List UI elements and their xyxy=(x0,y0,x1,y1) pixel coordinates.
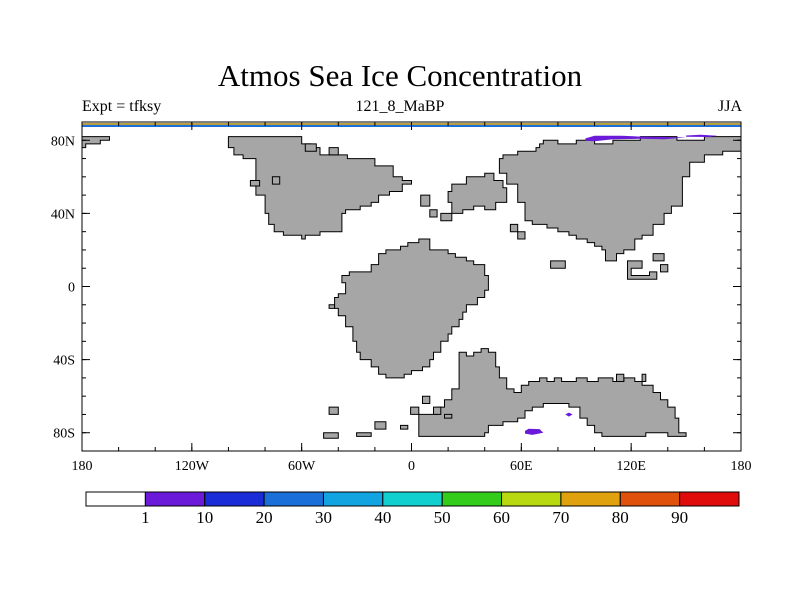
land-mass-1 xyxy=(227,136,412,240)
land-mass-0 xyxy=(82,136,110,149)
land-mass-9 xyxy=(440,212,453,222)
colorbar-box xyxy=(560,491,621,507)
colorbar-box xyxy=(204,491,265,507)
land-mass-19 xyxy=(400,424,409,430)
colorbar-box xyxy=(382,491,443,507)
land-mass-11 xyxy=(509,223,526,240)
land-mass-2 xyxy=(249,180,261,187)
land-mass-29 xyxy=(422,395,431,404)
land-mass-17 xyxy=(323,432,339,439)
colorbar-label: 70 xyxy=(552,508,569,527)
colorbar-label: 10 xyxy=(196,508,213,527)
x-tick-label: 180 xyxy=(731,459,752,474)
land-mass-7 xyxy=(429,209,438,218)
land-mass-21 xyxy=(328,406,339,415)
colorbar-box xyxy=(441,491,503,507)
colorbar-box xyxy=(85,491,146,507)
land-mass-4 xyxy=(304,143,317,152)
sea-ice-patch-1 xyxy=(686,134,718,137)
colorbar-label: 50 xyxy=(434,508,451,527)
colorbar-box xyxy=(619,491,681,507)
season-label: JJA xyxy=(717,98,742,115)
colorbar-label: 60 xyxy=(493,508,510,527)
y-tick-label: 40S xyxy=(53,354,75,369)
land-mass-22 xyxy=(328,304,336,309)
colorbar-label: 80 xyxy=(612,508,629,527)
colorbar-box xyxy=(144,491,206,507)
land-mass-30 xyxy=(410,406,420,415)
land-mass-24 xyxy=(418,348,687,437)
colorbar-box xyxy=(322,491,384,507)
x-tick-label: 60E xyxy=(510,459,533,474)
land-mass-8 xyxy=(420,194,431,207)
colorbar-label: 1 xyxy=(141,508,150,527)
map-axes: 180 120W 60W 0 60E 120E 180 80N 40N 0 40S 80S xyxy=(51,121,752,474)
y-tick-label: 80N xyxy=(51,134,75,149)
land-mass-13 xyxy=(627,260,658,280)
x-tick-label: 60W xyxy=(288,459,316,474)
sea-ice-patch-2 xyxy=(525,428,544,435)
land-mass-23 xyxy=(334,238,489,379)
colorbar-box xyxy=(679,491,740,507)
time-period-label: 121_8_MaBP xyxy=(355,98,445,115)
chart-title: Atmos Sea Ice Concentration xyxy=(217,58,583,93)
y-tick-label: 40N xyxy=(51,207,75,222)
x-tick-label: 180 xyxy=(72,459,93,474)
x-tick-label: 120E xyxy=(616,459,646,474)
colorbar-label: 30 xyxy=(315,508,332,527)
land-mass-6 xyxy=(447,172,508,214)
land-mass-28 xyxy=(641,373,647,382)
land-mass-25 xyxy=(433,406,442,415)
colorbar-label: 20 xyxy=(256,508,273,527)
land-mass-12 xyxy=(550,260,566,269)
land-mass-18 xyxy=(356,432,372,437)
colorbar-box xyxy=(263,491,324,507)
land-mass-15 xyxy=(660,264,669,273)
land-mass-3 xyxy=(271,176,281,185)
land-mass-10 xyxy=(498,136,741,262)
x-tick-label: 0 xyxy=(408,459,415,474)
sea-ice-patch-0 xyxy=(585,135,687,142)
y-tick-label: 80S xyxy=(53,427,75,442)
experiment-label: Expt = tfksy xyxy=(82,98,162,115)
colorbar: 1 10 20 30 40 50 60 70 80 90 xyxy=(85,491,740,527)
land-mass-20 xyxy=(374,421,387,430)
sea-ice-patch-3 xyxy=(565,412,573,417)
map-plot-area xyxy=(82,123,741,439)
x-tick-label: 120W xyxy=(175,459,210,474)
y-tick-label: 0 xyxy=(68,281,75,296)
land-mass-27 xyxy=(616,373,625,382)
colorbar-box xyxy=(501,491,562,507)
colorbar-label: 90 xyxy=(671,508,688,527)
land-mass-14 xyxy=(652,253,665,262)
land-mass-5 xyxy=(328,147,339,156)
land-mass-26 xyxy=(444,413,453,419)
colorbar-label: 40 xyxy=(374,508,391,527)
